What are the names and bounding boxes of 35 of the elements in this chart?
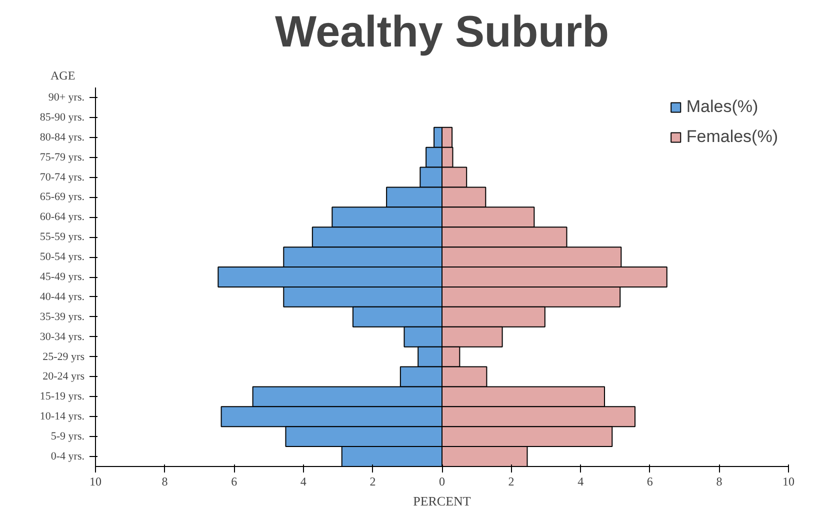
x-tick-label: 6 <box>231 474 238 488</box>
y-tick-label: 60-64 yrs. <box>40 211 85 224</box>
x-tick-label: 2 <box>508 474 514 488</box>
x-axis-title: PERCENT <box>413 494 471 508</box>
y-tick-label: 0-4 yrs. <box>50 450 85 463</box>
y-axis-title: AGE <box>50 68 76 82</box>
y-tick-label: 65-69 yrs. <box>40 191 85 204</box>
x-tick-label: 2 <box>370 474 376 488</box>
y-tick-label: 50-54 yrs. <box>40 251 85 264</box>
x-tick-label: 0 <box>439 474 445 488</box>
y-tick-label: 75-79 yrs. <box>40 151 85 164</box>
x-tick-label: 4 <box>578 474 584 488</box>
legend-label: Females(%) <box>686 127 778 147</box>
legend-label: Males(%) <box>686 97 758 117</box>
y-tick-label: 20-24 yrs <box>42 370 84 383</box>
x-tick-label: 10 <box>90 474 102 488</box>
chart-title: Wealthy Suburb <box>274 8 610 56</box>
y-tick-label: 55-59 yrs. <box>40 231 85 244</box>
y-tick-label: 40-44 yrs. <box>40 290 85 303</box>
y-tick-label: 80-84 yrs. <box>40 131 85 144</box>
x-tick-label: 10 <box>782 474 794 488</box>
y-tick-label: 10-14 yrs. <box>40 410 85 423</box>
x-tick-label: 4 <box>300 474 306 488</box>
y-tick-label: 25-29 yrs <box>42 350 84 363</box>
y-tick-label: 45-49 yrs. <box>40 271 85 283</box>
y-tick-label: 15-19 yrs. <box>40 390 85 403</box>
y-tick-label: 70-74 yrs. <box>40 171 85 184</box>
x-tick-label: 8 <box>716 474 722 488</box>
x-tick-label: 8 <box>162 474 168 488</box>
y-tick-label: 35-39 yrs. <box>40 310 85 323</box>
x-tick-label: 6 <box>646 474 653 488</box>
y-tick-label: 90+ yrs. <box>48 91 85 104</box>
y-tick-label: 5-9 yrs. <box>50 430 85 443</box>
y-tick-label: 30-34 yrs. <box>40 330 85 343</box>
y-tick-label: 85-90 yrs. <box>40 111 85 124</box>
